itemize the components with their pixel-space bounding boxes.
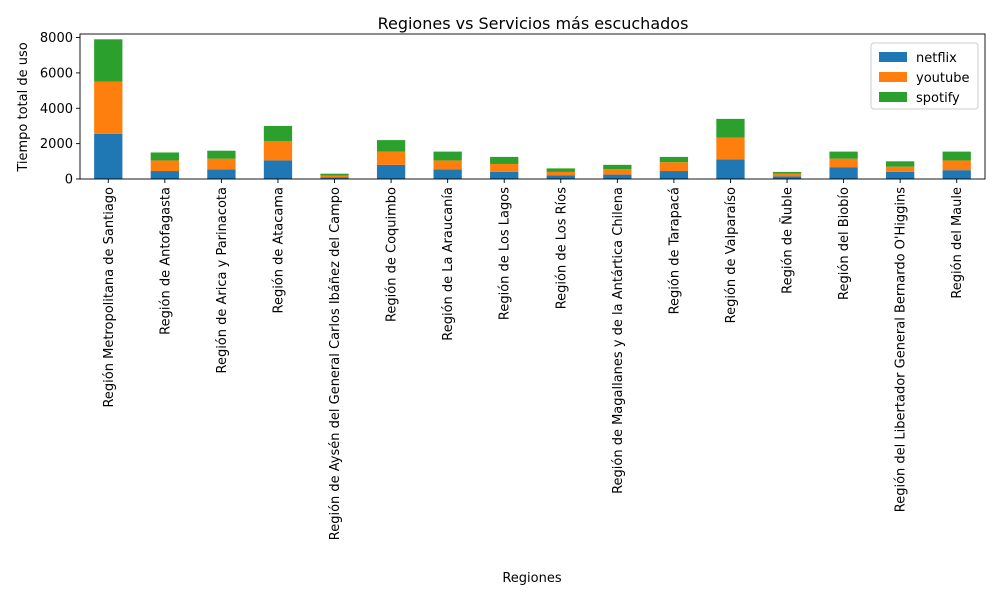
x-tick-label-9: Región de Magallanes y de la Antártica C… <box>611 187 626 494</box>
bar-spotify-11 <box>716 118 745 138</box>
bar-spotify-4 <box>320 173 349 176</box>
x-tick-label-14: Región del Libertador General Bernardo O… <box>894 187 909 512</box>
bar-youtube-1 <box>150 160 179 172</box>
bar-netflix-10 <box>659 171 689 179</box>
x-tick-label-3: Región de Atacama <box>271 187 286 314</box>
x-tick-label-0: Región Metropolitana de Santiago <box>102 187 117 408</box>
bar-youtube-11 <box>716 137 745 160</box>
bar-netflix-0 <box>94 133 123 179</box>
y-tick-label-0: 0 <box>65 173 73 188</box>
bar-netflix-14 <box>886 171 915 179</box>
x-axis-ticks: Región Metropolitana de Santiago Región d… <box>102 179 965 540</box>
x-tick-label-10: Región de Tarapacá <box>667 187 682 314</box>
bar-netflix-8 <box>546 175 575 179</box>
y-tick-label-1: 2000 <box>40 137 73 152</box>
x-tick-label-7: Región de Los Lagos <box>498 187 513 320</box>
bar-netflix-9 <box>603 174 632 179</box>
bars-group <box>94 39 971 179</box>
bar-netflix-4 <box>320 177 349 179</box>
bar-netflix-2 <box>207 169 236 179</box>
x-tick-label-11: Región de Valparaíso <box>724 187 739 323</box>
bar-youtube-0 <box>94 81 123 134</box>
bar-netflix-15 <box>942 170 971 179</box>
bar-netflix-12 <box>772 176 802 179</box>
x-axis-label: Regiones <box>502 571 562 586</box>
bar-netflix-3 <box>263 160 293 179</box>
bar-youtube-5 <box>376 151 406 165</box>
x-tick-label-15: Región del Maule <box>950 187 965 299</box>
bar-netflix-5 <box>376 164 406 179</box>
bar-youtube-4 <box>320 175 349 178</box>
bar-netflix-7 <box>490 171 519 179</box>
legend-label-netflix: netflix <box>916 51 957 66</box>
bar-youtube-14 <box>886 166 915 172</box>
x-tick-label-4: Región de Aysén del General Carlos Ibáñe… <box>328 187 343 540</box>
bar-spotify-6 <box>433 151 462 161</box>
x-tick-label-6: Región de La Araucanía <box>441 187 456 341</box>
x-tick-label-2: Región de Arica y Parinacota <box>215 187 230 374</box>
bar-spotify-9 <box>603 164 632 170</box>
bar-youtube-3 <box>263 140 293 161</box>
legend-swatch-netflix <box>879 52 907 62</box>
bar-spotify-1 <box>150 152 179 161</box>
bar-spotify-10 <box>659 156 689 163</box>
bar-netflix-6 <box>433 169 462 179</box>
bar-youtube-8 <box>546 171 575 176</box>
x-tick-label-8: Región de Los Ríos <box>554 187 569 309</box>
bar-youtube-13 <box>829 158 858 168</box>
bar-youtube-10 <box>659 162 689 172</box>
bar-spotify-0 <box>94 39 123 82</box>
bar-youtube-7 <box>490 163 519 172</box>
y-tick-label-3: 6000 <box>40 66 73 81</box>
bar-netflix-11 <box>716 159 745 179</box>
bar-netflix-1 <box>150 171 179 179</box>
plot-frame <box>79 33 986 180</box>
bar-youtube-2 <box>207 158 236 170</box>
legend-label-spotify: spotify <box>916 91 960 106</box>
bar-spotify-7 <box>490 156 519 164</box>
legend-swatch-youtube <box>879 72 907 82</box>
bar-spotify-2 <box>207 150 236 159</box>
x-tick-label-5: Región de Coquimbo <box>385 187 400 322</box>
y-axis-ticks: 0 2000 4000 6000 8000 <box>40 31 80 188</box>
bar-youtube-15 <box>942 160 971 171</box>
bar-spotify-8 <box>546 168 575 172</box>
bar-spotify-13 <box>829 151 858 159</box>
bar-spotify-12 <box>772 171 802 174</box>
bar-netflix-13 <box>829 167 858 179</box>
legend: netflix youtube spotify <box>870 42 979 110</box>
legend-label-youtube: youtube <box>916 71 969 86</box>
y-tick-label-2: 4000 <box>40 102 73 117</box>
bar-spotify-14 <box>886 161 915 167</box>
y-axis-label: Tiempo total de uso <box>16 42 31 172</box>
bar-youtube-6 <box>433 160 462 170</box>
x-tick-label-1: Región de Antofagasta <box>158 187 173 335</box>
x-tick-label-12: Región de Ñuble <box>780 187 796 294</box>
x-tick-label-13: Región del Biobío <box>837 187 852 300</box>
chart-title: Regiones vs Servicios más escuchados <box>378 14 689 33</box>
bar-youtube-9 <box>603 169 632 175</box>
bar-youtube-12 <box>772 173 802 177</box>
bar-spotify-5 <box>376 140 406 152</box>
legend-swatch-spotify <box>879 92 907 102</box>
y-tick-label-4: 8000 <box>40 31 73 46</box>
bar-spotify-15 <box>942 151 971 161</box>
bar-spotify-3 <box>263 125 293 141</box>
